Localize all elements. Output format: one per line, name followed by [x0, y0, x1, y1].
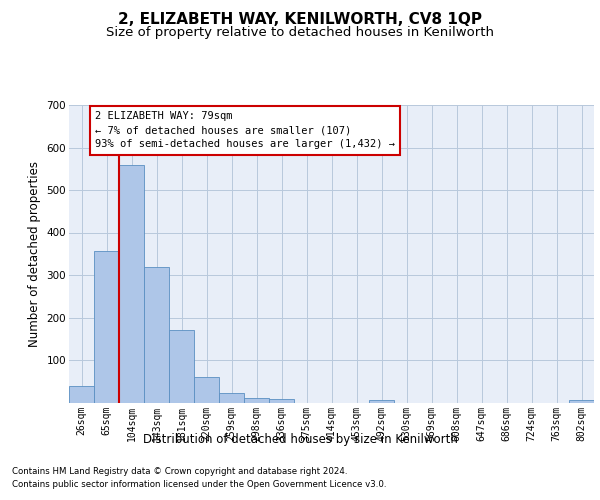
Text: 2 ELIZABETH WAY: 79sqm
← 7% of detached houses are smaller (107)
93% of semi-det: 2 ELIZABETH WAY: 79sqm ← 7% of detached …: [95, 112, 395, 150]
Bar: [119, 166, 144, 402]
Bar: [569, 400, 594, 402]
Text: Contains public sector information licensed under the Open Government Licence v3: Contains public sector information licen…: [12, 480, 386, 489]
Text: Contains HM Land Registry data © Crown copyright and database right 2024.: Contains HM Land Registry data © Crown c…: [12, 468, 347, 476]
Bar: [269, 399, 294, 402]
Text: 2, ELIZABETH WAY, KENILWORTH, CV8 1QP: 2, ELIZABETH WAY, KENILWORTH, CV8 1QP: [118, 12, 482, 28]
Bar: [69, 386, 94, 402]
Bar: [369, 400, 394, 402]
Text: Size of property relative to detached houses in Kenilworth: Size of property relative to detached ho…: [106, 26, 494, 39]
Y-axis label: Number of detached properties: Number of detached properties: [28, 161, 41, 347]
Text: Distribution of detached houses by size in Kenilworth: Distribution of detached houses by size …: [143, 432, 457, 446]
Bar: [219, 392, 244, 402]
Bar: [194, 377, 219, 402]
Bar: [94, 251, 119, 402]
Bar: [144, 268, 169, 402]
Bar: [169, 330, 194, 402]
Bar: [244, 398, 269, 402]
